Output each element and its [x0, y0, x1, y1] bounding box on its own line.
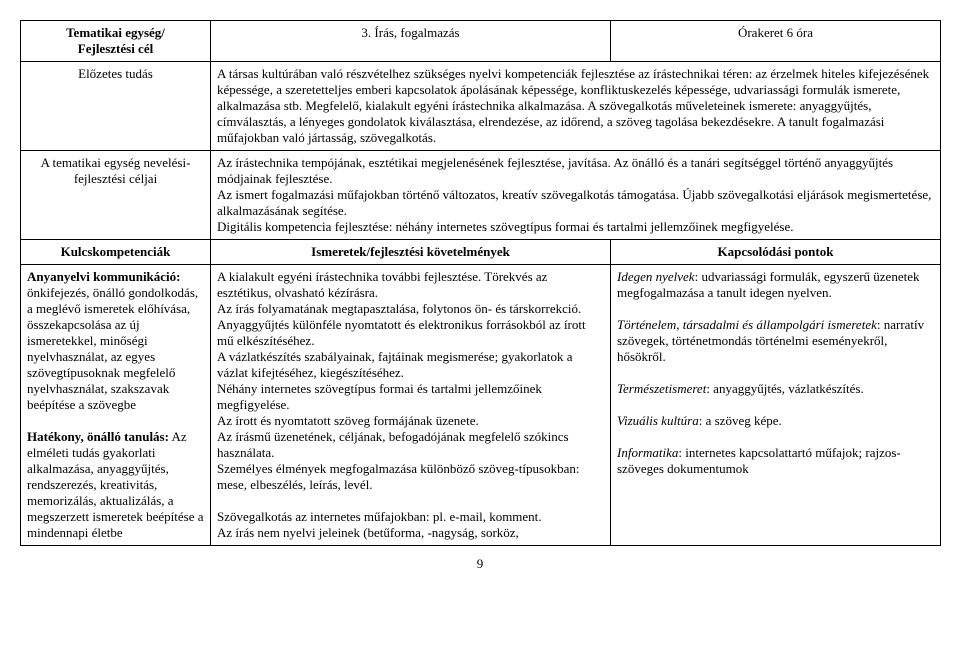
connection-label-1: Idegen nyelvek [617, 269, 695, 284]
col-header-right: Kapcsolódási pontok [611, 240, 941, 265]
connection-text-4: : a szöveg képe. [699, 413, 782, 428]
page-number: 9 [20, 556, 940, 572]
unit-header-cell: Tematikai egység/Fejlesztési cél [21, 21, 211, 62]
col-header-left: Kulcskompetenciák [21, 240, 211, 265]
requirements-cell: A kialakult egyéni írástechnika további … [211, 265, 611, 546]
connections-cell: Idegen nyelvek: udvariassági formulák, e… [611, 265, 941, 546]
competencies-cell: Anyanyelvi kommunikáció: önkifejezés, ön… [21, 265, 211, 546]
connection-label-4: Vizuális kultúra [617, 413, 699, 428]
competency-heading-1: Anyanyelvi kommunikáció: [27, 269, 181, 284]
connection-label-3: Természetismeret [617, 381, 706, 396]
connection-label-5: Informatika [617, 445, 678, 460]
prereq-label: Előzetes tudás [21, 62, 211, 151]
prereq-body: A társas kultúrában való részvételhez sz… [211, 62, 941, 151]
competency-heading-2: Hatékony, önálló tanulás: [27, 429, 169, 444]
hours-cell: Órakeret 6 óra [611, 21, 941, 62]
unit-title-cell: 3. Írás, fogalmazás [211, 21, 611, 62]
competency-text-2: Az elméleti tudás gyakorlati alkalmazása… [27, 429, 204, 540]
competency-text-1: önkifejezés, önálló gondolkodás, a meglé… [27, 285, 198, 412]
connection-label-2: Történelem, társadalmi és állampolgári i… [617, 317, 877, 332]
goals-body: Az írástechnika tempójának, esztétikai m… [211, 151, 941, 240]
goals-label: A tematikai egység nevelési-fejlesztési … [21, 151, 211, 240]
col-header-mid: Ismeretek/fejlesztési követelmények [211, 240, 611, 265]
connection-text-3: : anyaggyűjtés, vázlatkészítés. [706, 381, 863, 396]
